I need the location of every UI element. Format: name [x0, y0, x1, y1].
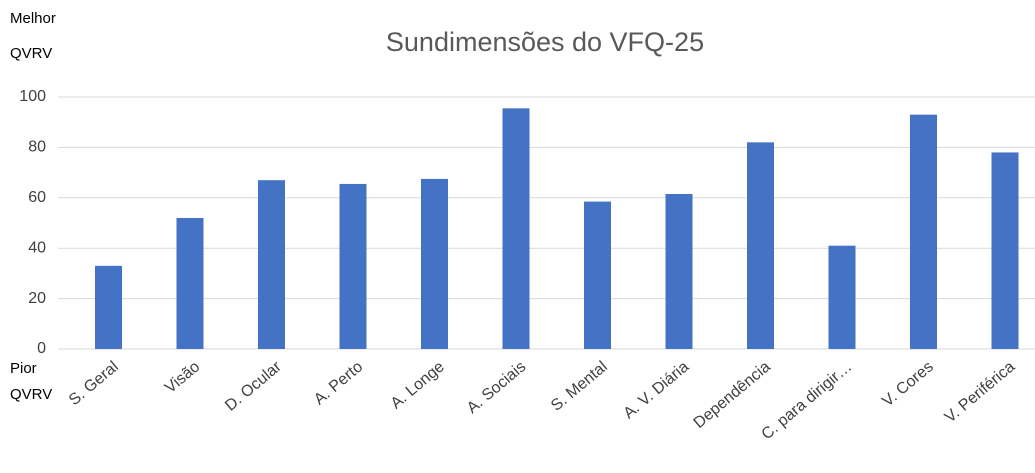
x-tick-label: V. Cores — [879, 358, 936, 410]
bar — [747, 142, 774, 349]
x-tick-label: A. Longe — [388, 358, 448, 412]
x-tick-label: A. Sociais — [464, 358, 529, 417]
annotation: QVRV — [10, 386, 52, 403]
annotation: Melhor — [10, 10, 56, 27]
bar — [584, 201, 611, 349]
bar — [910, 114, 937, 349]
y-tick-label: 100 — [19, 88, 46, 105]
annotation: QVRV — [10, 45, 52, 62]
y-tick-label: 40 — [28, 239, 46, 256]
x-tick-label: S. Mental — [548, 358, 611, 414]
y-tick-label: 20 — [28, 290, 46, 307]
bar — [95, 265, 122, 349]
bar — [665, 194, 693, 349]
bar — [258, 180, 285, 349]
x-tick-label: A. V. Diária — [620, 358, 692, 422]
bar — [421, 178, 448, 349]
bar — [991, 152, 1019, 349]
x-tick-label: Visão — [162, 358, 203, 397]
y-tick-label: 0 — [37, 340, 46, 357]
bar — [828, 245, 856, 349]
bar — [339, 183, 367, 349]
x-tick-label: S. Geral — [66, 358, 122, 409]
x-tick-label: Dependência — [691, 358, 774, 432]
x-tick-label: A. Perto — [311, 358, 366, 408]
x-tick-label: D. Ocular — [222, 358, 285, 415]
bar — [176, 217, 204, 349]
annotation: Pior — [10, 360, 37, 377]
y-tick-label: 80 — [28, 139, 46, 156]
chart-title: Sundimensões do VFQ-25 — [386, 27, 704, 57]
x-tick-label: V. Periférica — [942, 358, 1019, 426]
y-tick-label: 60 — [28, 189, 46, 206]
bar — [502, 108, 530, 349]
